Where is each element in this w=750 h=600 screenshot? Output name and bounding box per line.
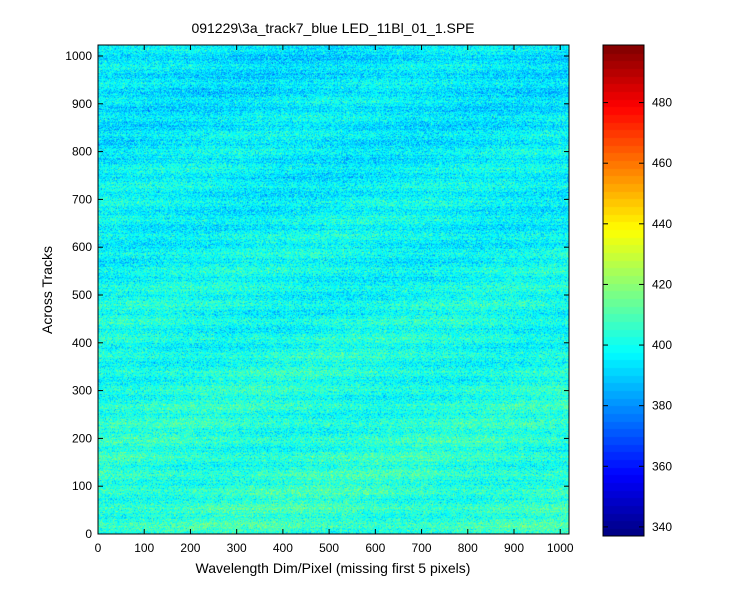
colorbar-tick-label: 460 xyxy=(652,156,672,170)
heatmap-frame xyxy=(97,44,570,535)
x-tick-label: 500 xyxy=(319,541,339,555)
heatmap-axes: 0 100 200 300 400 500 600 700 800 900 1000 0 100 200… xyxy=(65,44,574,555)
y-tick-label: 500 xyxy=(72,288,92,302)
x-tick-label: 400 xyxy=(273,541,293,555)
colorbar-tick-label: 340 xyxy=(652,520,672,534)
x-tick-label: 900 xyxy=(504,541,524,555)
x-tick-label: 600 xyxy=(365,541,385,555)
colorbar-frame xyxy=(602,44,645,537)
y-tick-label: 400 xyxy=(72,336,92,350)
y-tick-label: 900 xyxy=(72,97,92,111)
y-tick-label: 800 xyxy=(72,145,92,159)
y-tick-label: 700 xyxy=(72,192,92,206)
y-tick-label: 0 xyxy=(85,527,92,541)
y-axis-label: Across Tracks xyxy=(39,246,55,334)
x-tick-label: 800 xyxy=(458,541,478,555)
y-tick-label: 600 xyxy=(72,240,92,254)
colorbar-tick-label: 360 xyxy=(652,459,672,473)
colorbar-tick-label: 400 xyxy=(652,338,672,352)
colorbar: 340 360 380 400 420 440 460 480 xyxy=(602,44,672,537)
y-axis-ticks: 0 100 200 300 400 500 600 700 800 900 1000 xyxy=(65,49,569,541)
x-tick-label: 700 xyxy=(412,541,432,555)
colorbar-tick-label: 440 xyxy=(652,217,672,231)
x-tick-label: 300 xyxy=(227,541,247,555)
y-tick-label: 1000 xyxy=(65,49,92,63)
colorbar-gradient xyxy=(603,45,644,536)
x-tick-label: 100 xyxy=(134,541,154,555)
y-tick-label: 200 xyxy=(72,431,92,445)
chart-title: 091229\3a_track7_blue LED_11Bl_01_1.SPE xyxy=(191,20,474,36)
colorbar-tick-label: 420 xyxy=(652,277,672,291)
x-tick-label: 200 xyxy=(180,541,200,555)
x-axis-label: Wavelength Dim/Pixel (missing first 5 pi… xyxy=(196,560,471,576)
y-tick-label: 100 xyxy=(72,479,92,493)
colorbar-tick-label: 380 xyxy=(652,399,672,413)
x-axis-ticks: 0 100 200 300 400 500 600 700 800 900 1000 xyxy=(95,45,574,555)
x-tick-label: 0 xyxy=(95,541,102,555)
colorbar-tick-label: 480 xyxy=(652,96,672,110)
y-tick-label: 300 xyxy=(72,384,92,398)
x-tick-label: 1000 xyxy=(547,541,574,555)
colorbar-ticks: 340 360 380 400 420 440 460 480 xyxy=(603,96,672,534)
heatmap-image xyxy=(98,45,569,534)
